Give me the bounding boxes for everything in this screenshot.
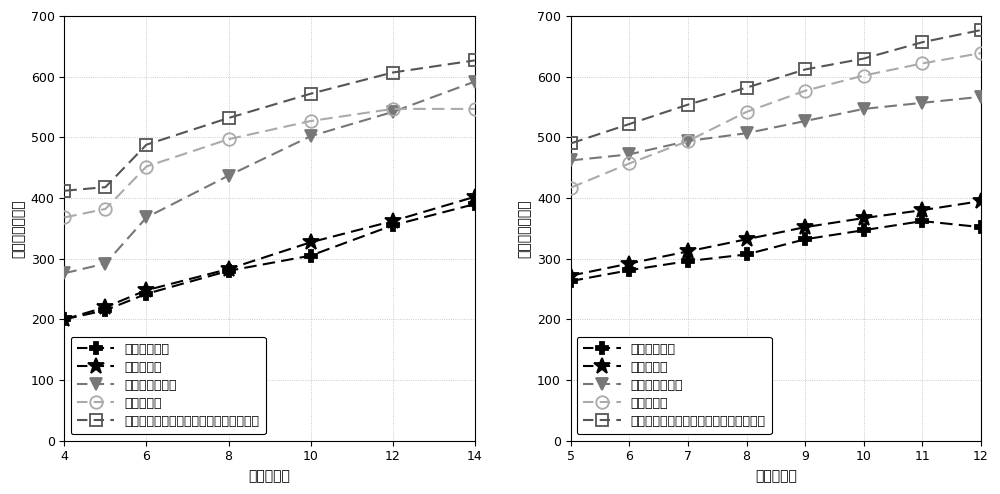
Legend: 不分离的接入, 分离的接入, 不分离的双连接, 分离多接入, 本发明的基于服务质量需求的分离多接入: 不分离的接入, 分离的接入, 不分离的双连接, 分离多接入, 本发明的基于服务质…	[577, 337, 772, 434]
X-axis label: 用户的数目: 用户的数目	[249, 469, 291, 483]
Y-axis label: 所有用户的效用: 所有用户的效用	[11, 199, 25, 258]
Legend: 不分离的接入, 分离的接入, 不分离的双连接, 分离多接入, 本发明的基于服务质量需求的分离多接入: 不分离的接入, 分离的接入, 不分离的双连接, 分离多接入, 本发明的基于服务质…	[71, 337, 266, 434]
Y-axis label: 所有用户的效用: 所有用户的效用	[517, 199, 531, 258]
X-axis label: 基站的数目: 基站的数目	[755, 469, 797, 483]
